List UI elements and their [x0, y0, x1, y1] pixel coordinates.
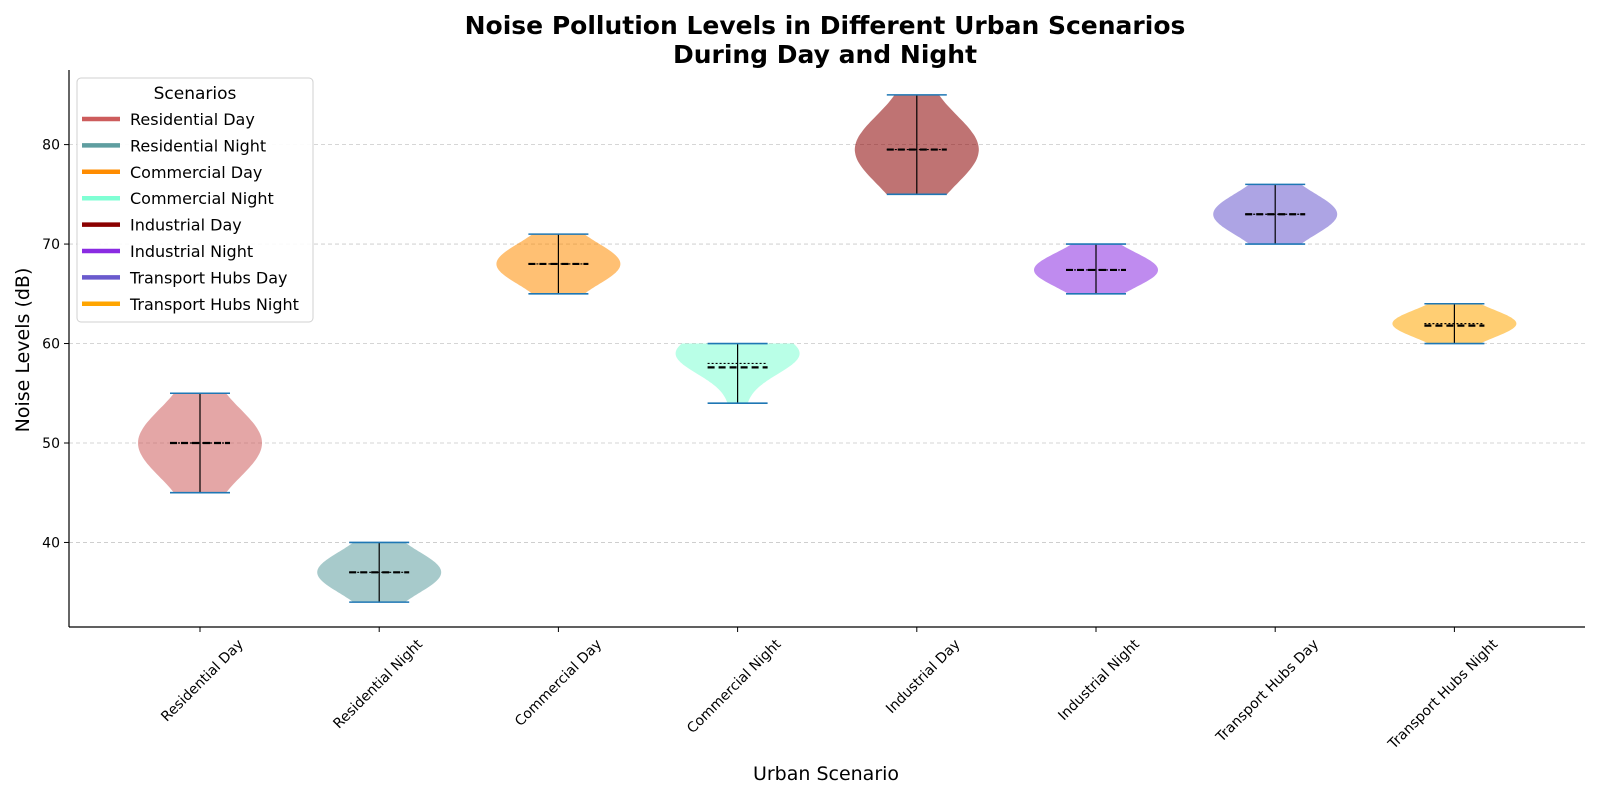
legend-label: Commercial Night	[130, 189, 274, 208]
y-tick-label: 40	[42, 535, 60, 551]
y-tick-label: 60	[42, 337, 60, 353]
legend-label: Residential Day	[130, 110, 255, 129]
chart-title-line-1: Noise Pollution Levels in Different Urba…	[465, 11, 1186, 40]
x-tick-label: Residential Day	[158, 637, 247, 726]
x-axis-label: Urban Scenario	[753, 763, 899, 785]
violin-commercial-night	[675, 342, 800, 405]
x-tick-label: Commercial Night	[684, 636, 785, 737]
y-tick-label: 50	[42, 436, 60, 452]
violin-industrial-day	[854, 94, 979, 196]
violin-commercial-day	[496, 233, 621, 295]
grid-lines	[69, 144, 1585, 543]
legend-label: Residential Night	[130, 136, 266, 155]
violin-residential-day	[138, 392, 262, 494]
legend-label: Transport Hubs Night	[129, 295, 299, 314]
legend-label: Commercial Day	[130, 163, 262, 182]
legend-label: Industrial Night	[130, 242, 253, 261]
legend-title: Scenarios	[154, 84, 237, 104]
legend-label: Industrial Day	[130, 216, 242, 235]
legend-label: Transport Hubs Day	[129, 268, 288, 287]
y-axis-label: Noise Levels (dB)	[12, 268, 34, 433]
x-tick-label: Transport Hubs Day	[1213, 637, 1322, 746]
x-tick-label: Industrial Day	[883, 637, 963, 717]
violins	[138, 94, 1517, 603]
violin-industrial-night	[1034, 243, 1158, 295]
x-tick-label: Commercial Day	[512, 637, 605, 730]
violin-transport-hubs-night	[1392, 302, 1517, 345]
legend-box	[76, 77, 314, 323]
violin-residential-night	[317, 541, 442, 603]
x-tick-label: Transport Hubs Night	[1385, 636, 1502, 753]
legend: Scenarios Residential Day Residential Nigh…	[76, 77, 314, 323]
violin-transport-hubs-day	[1213, 183, 1338, 245]
y-tick-label: 70	[42, 237, 60, 253]
y-tick-label: 80	[42, 138, 60, 154]
chart-title-line-2: During Day and Night	[673, 40, 977, 69]
x-tick-label: Residential Night	[330, 636, 426, 732]
x-tick-label: Industrial Night	[1055, 636, 1143, 724]
